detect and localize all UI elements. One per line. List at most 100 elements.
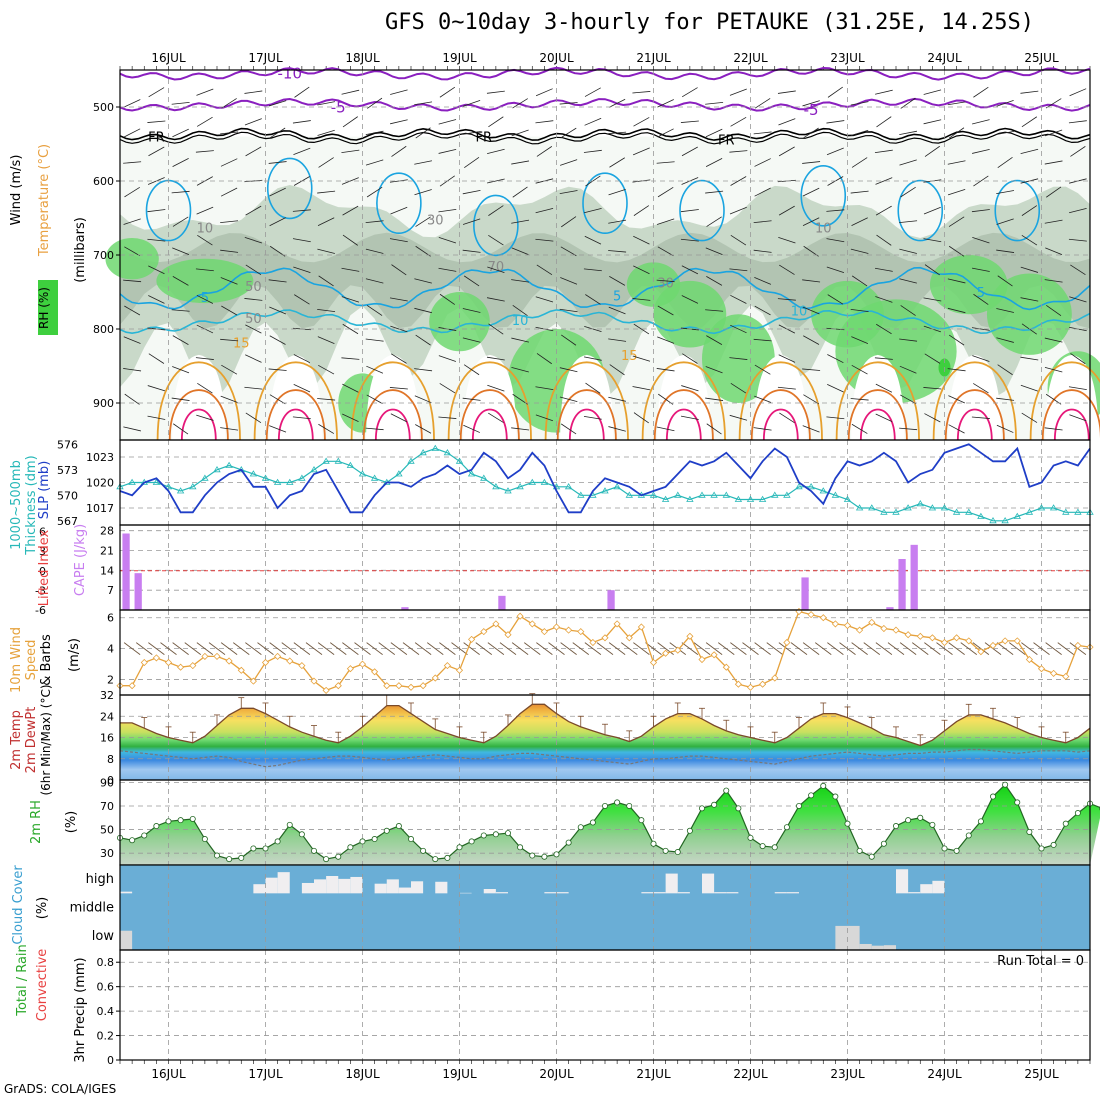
wind-barb	[972, 237, 990, 244]
wind-barb	[147, 209, 166, 213]
wind-barb	[972, 148, 990, 154]
contour-label: 10	[512, 314, 529, 329]
thickness-marker	[1001, 517, 1009, 524]
wind-barb	[293, 147, 311, 155]
high-cloud-block	[386, 879, 399, 894]
footer-credit: GrADS: COLA/IGES	[4, 1082, 117, 1096]
thickness-marker	[564, 483, 573, 490]
contour-label: 5	[977, 286, 985, 301]
surface-wind-barb	[705, 642, 723, 655]
wind-speed-marker	[322, 686, 330, 694]
wind-barb	[535, 386, 554, 391]
bottom-date-label: 22JUL	[733, 1067, 768, 1081]
rh-marker	[286, 821, 293, 828]
wind-barb	[438, 355, 457, 362]
wind-barb	[220, 131, 239, 135]
wind-barb	[923, 387, 942, 390]
wind-barb	[730, 324, 747, 334]
rh-marker	[529, 852, 536, 859]
wind-barb	[220, 187, 238, 197]
wind-barb	[850, 190, 869, 194]
wind-speed-marker	[674, 646, 682, 654]
cloud-label-2: (%)	[35, 897, 50, 920]
surface-wind-barb	[390, 642, 408, 655]
wind-barb	[681, 146, 698, 157]
wind-barb	[123, 368, 142, 372]
wind-barb	[876, 234, 892, 246]
wind-barb	[488, 412, 504, 423]
wind-speed-marker	[637, 623, 645, 631]
contour-label: -5	[804, 101, 819, 119]
wind-barb	[390, 89, 408, 95]
surface-wind-barb	[851, 642, 868, 655]
wind-barb	[633, 323, 650, 335]
wind-barb	[318, 423, 335, 434]
thickness-marker	[686, 495, 694, 502]
wind-barb	[947, 101, 966, 106]
surface-wind-barb	[1045, 642, 1062, 655]
wind-barb	[874, 149, 893, 154]
wind-barb	[947, 188, 966, 196]
wind-barb	[633, 412, 649, 424]
wind-barb	[292, 416, 311, 420]
thick-tick-label: 573	[57, 464, 78, 477]
rh-marker	[796, 802, 803, 809]
wind-barb	[462, 189, 481, 195]
high-cloud-block	[920, 884, 933, 894]
wind-barb	[682, 353, 698, 364]
thick-tick-label: 567	[57, 515, 78, 528]
wind-barb	[1070, 353, 1086, 365]
rh-marker	[310, 847, 317, 854]
wind-speed-marker	[346, 665, 354, 673]
thickness-marker	[261, 474, 270, 481]
wind-barb	[923, 119, 942, 125]
rh-marker	[990, 793, 997, 800]
wind-speed-marker	[989, 641, 997, 650]
wind-barb	[366, 365, 384, 374]
wind-barb	[657, 99, 674, 108]
wind-barb	[171, 190, 190, 194]
thickness-marker	[843, 495, 852, 502]
wind-barb	[875, 177, 893, 185]
wind-barb	[123, 218, 141, 225]
wind-barb	[245, 205, 262, 216]
wind-barb	[609, 364, 625, 376]
rh-marker	[395, 823, 402, 830]
surface-wind-barb	[536, 642, 553, 655]
wind-barb	[512, 186, 528, 198]
wind-barb	[439, 383, 456, 394]
rh-marker	[771, 844, 778, 851]
wind-speed-marker	[868, 618, 876, 626]
wind-barb	[899, 159, 917, 166]
wind-label-1: 10m Wind	[9, 627, 24, 693]
wind-barb	[536, 264, 553, 276]
wind-barb	[1069, 88, 1087, 97]
surface-wind-barb	[584, 642, 602, 655]
rh-marker	[504, 830, 511, 837]
surface-wind-barb	[293, 642, 311, 655]
wind-barb	[148, 146, 165, 157]
wind-barb	[124, 393, 140, 405]
surface-wind-barb	[123, 642, 141, 655]
contour-label: -10	[278, 65, 303, 83]
rh-marker	[517, 844, 524, 851]
wind-barb	[559, 102, 578, 105]
contour-label: 15	[621, 349, 638, 364]
bottom-date-label: 19JUL	[442, 1067, 477, 1081]
surface-wind-barb	[354, 642, 371, 655]
wind-barb	[1020, 356, 1039, 361]
surface-wind-barb	[1033, 642, 1050, 655]
rh-tick-label: 50	[100, 824, 114, 837]
wind-barb	[584, 208, 602, 214]
wind-speed-marker	[395, 682, 403, 690]
wind-barb	[462, 397, 481, 401]
wind-barb	[633, 265, 650, 275]
precip-label-2: Convective	[35, 949, 50, 1022]
thickness-marker	[322, 457, 330, 464]
high-cloud-block	[653, 892, 666, 894]
wind-barb	[583, 356, 602, 361]
wind-speed-marker	[565, 626, 573, 634]
thickness-marker	[807, 483, 815, 490]
isotherm-arch-15	[1029, 361, 1100, 441]
wind-barb	[729, 414, 748, 421]
